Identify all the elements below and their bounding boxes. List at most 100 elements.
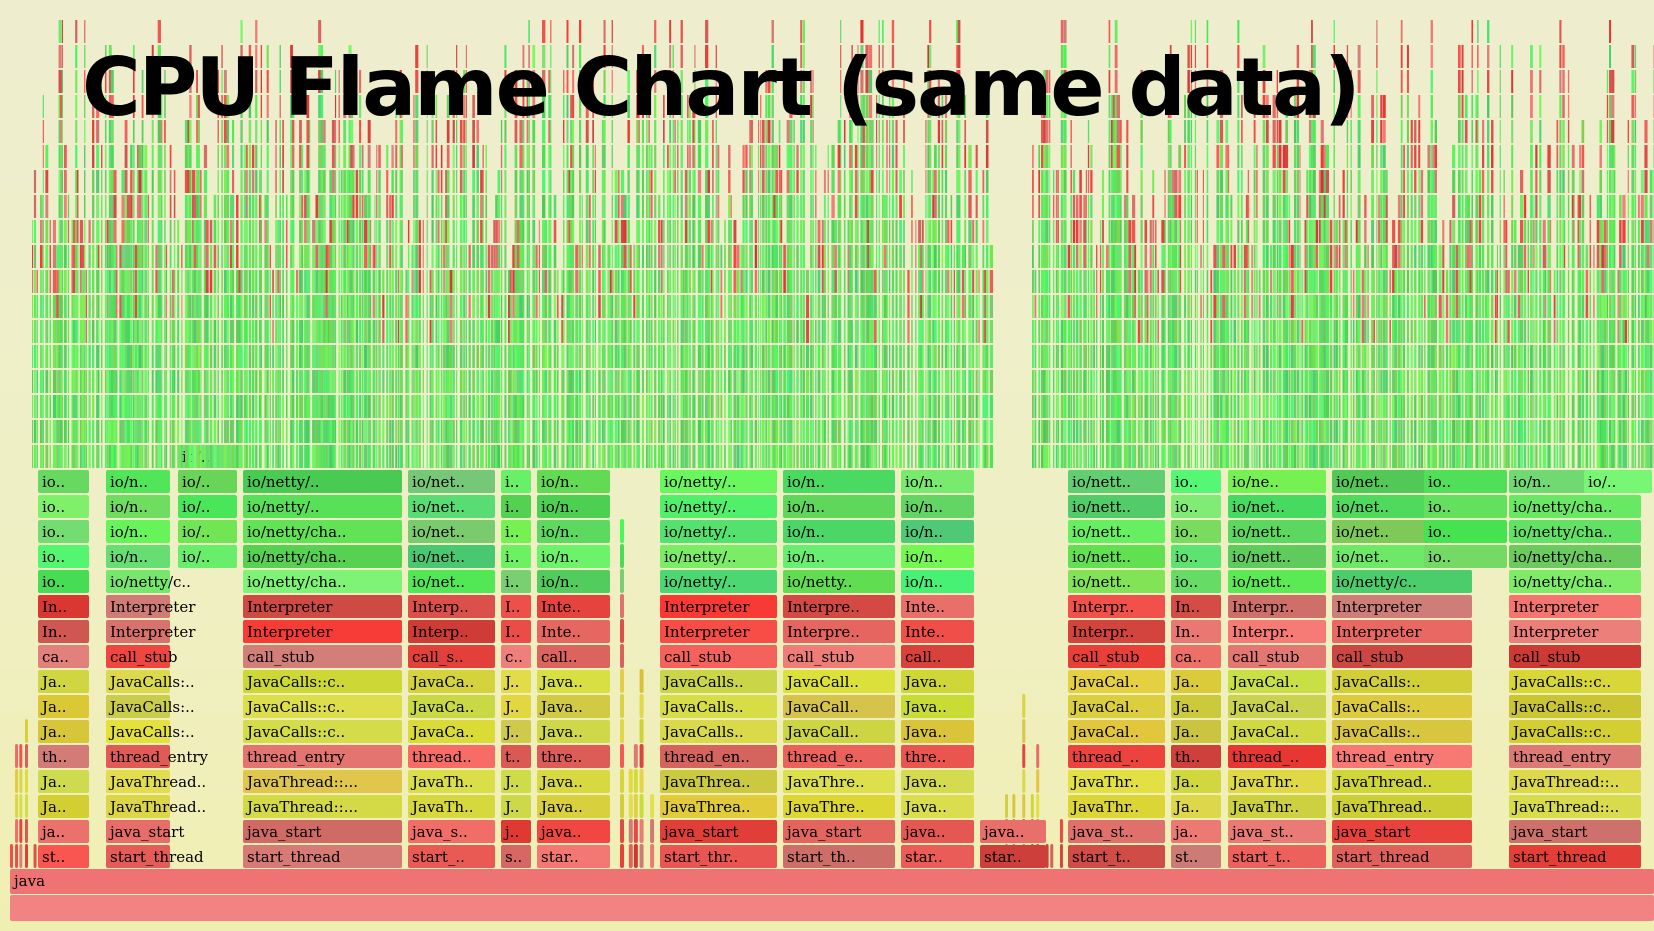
frame-tower[interactable] [745, 195, 748, 218]
frame-tower[interactable] [232, 145, 235, 168]
frame-tower[interactable] [773, 220, 777, 243]
frame-tower[interactable] [260, 170, 263, 193]
frame-tower[interactable] [306, 195, 310, 218]
frame-tower[interactable] [350, 395, 354, 418]
frame-tower[interactable] [620, 420, 625, 443]
frame-tower[interactable] [854, 445, 858, 468]
frame-tower[interactable] [851, 270, 853, 293]
frame-tower[interactable] [720, 320, 723, 343]
frame-tower[interactable] [707, 270, 710, 293]
frame-tower[interactable] [689, 395, 691, 418]
frame-c12-l7[interactable]: Ja.. [1171, 670, 1221, 693]
frame-c14-l5[interactable]: JavaCalls:.. [1332, 720, 1472, 743]
frame-tower[interactable] [258, 445, 262, 468]
frame-tower[interactable] [620, 170, 625, 193]
frame-tower[interactable] [823, 245, 826, 268]
frame-tower[interactable] [445, 245, 449, 268]
frame-tower[interactable] [84, 120, 86, 143]
frame-sliver[interactable] [1030, 794, 1034, 818]
frame-tower[interactable] [299, 445, 302, 468]
frame-tower[interactable] [780, 170, 783, 193]
frame-tower[interactable] [854, 195, 858, 218]
frame-tower[interactable] [130, 170, 133, 193]
frame-tower[interactable] [49, 245, 52, 268]
frame-tower[interactable] [677, 445, 679, 468]
frame-tower[interactable] [327, 270, 331, 293]
frame-c9-l2[interactable]: Java.. [901, 795, 974, 818]
frame-tower[interactable] [325, 395, 328, 418]
frame-tower[interactable] [415, 120, 419, 143]
frame-tower[interactable] [399, 395, 402, 418]
frame-tower[interactable] [338, 320, 340, 343]
frame-tower[interactable] [765, 370, 767, 393]
frame-tower[interactable] [609, 270, 614, 293]
frame-tower[interactable] [346, 220, 349, 243]
frame-c0-l0[interactable]: st.. [38, 845, 89, 868]
frame-tower[interactable] [258, 395, 262, 418]
frame-tower[interactable] [611, 345, 613, 368]
frame-tower[interactable] [562, 145, 565, 168]
frame-tower[interactable] [193, 295, 197, 318]
frame-tower[interactable] [535, 370, 538, 393]
frame-tower[interactable] [232, 195, 235, 218]
frame-tower[interactable] [891, 120, 895, 143]
frame-tower[interactable] [108, 70, 112, 93]
frame-tower[interactable] [45, 295, 49, 318]
frame-tower[interactable] [705, 170, 709, 193]
frame-tower[interactable] [532, 120, 536, 143]
frame-tower[interactable] [669, 95, 672, 118]
frame-tower[interactable] [601, 145, 604, 168]
frame-tower[interactable] [535, 395, 538, 418]
frame-tower[interactable] [837, 420, 841, 443]
frame-tower[interactable] [876, 195, 878, 218]
frame-tower[interactable] [761, 345, 765, 368]
frame-tower[interactable] [63, 395, 67, 418]
frame-tower[interactable] [886, 445, 888, 468]
frame-tower[interactable] [810, 320, 813, 343]
frame-tower[interactable] [516, 295, 521, 318]
frame-tower[interactable] [124, 195, 128, 218]
frame-tower[interactable] [323, 370, 326, 393]
frame-tower[interactable] [881, 70, 884, 93]
frame-sliver[interactable] [639, 819, 644, 843]
frame-tower[interactable] [528, 370, 530, 393]
frame-tower[interactable] [245, 170, 248, 193]
frame-tower[interactable] [426, 45, 428, 68]
frame-tower[interactable] [355, 195, 359, 218]
frame-tower[interactable] [575, 270, 579, 293]
frame-tower[interactable] [429, 370, 432, 393]
frame-c11-l4[interactable]: thread_.. [1068, 745, 1165, 768]
frame-tower[interactable] [519, 245, 523, 268]
frame-tower[interactable] [459, 270, 463, 293]
frame-tower[interactable] [413, 295, 415, 318]
frame-tower[interactable] [96, 70, 100, 93]
frame-tower[interactable] [121, 320, 125, 343]
frame-tower[interactable] [682, 420, 685, 443]
frame-tower[interactable] [141, 420, 144, 443]
frame-tower[interactable] [399, 120, 402, 143]
frame-tower[interactable] [701, 320, 704, 343]
frame-tower[interactable] [97, 395, 100, 418]
frame-tower[interactable] [290, 295, 293, 318]
frame-tower[interactable] [141, 445, 144, 468]
frame-tower[interactable] [749, 270, 751, 293]
frame-tower[interactable] [857, 420, 859, 443]
frame-tower[interactable] [514, 345, 518, 368]
frame-tower[interactable] [541, 270, 546, 293]
frame-tower[interactable] [407, 395, 410, 418]
frame-tower[interactable] [378, 295, 381, 318]
frame-tower[interactable] [113, 445, 117, 468]
frame-c11-l0[interactable]: start_t.. [1068, 845, 1165, 868]
frame-tower[interactable] [694, 395, 696, 418]
frame-tower[interactable] [548, 270, 551, 293]
frame-tower[interactable] [860, 45, 864, 68]
frame-tower[interactable] [282, 245, 284, 268]
frame-tower[interactable] [648, 220, 650, 243]
frame-tower[interactable] [697, 145, 702, 168]
frame-tower[interactable] [550, 95, 552, 118]
frame-tower[interactable] [620, 245, 625, 268]
frame-tower[interactable] [907, 395, 910, 418]
frame-tower[interactable] [873, 445, 877, 468]
frame-tower[interactable] [399, 245, 402, 268]
frame-c12-l1[interactable]: ja.. [1171, 820, 1221, 843]
